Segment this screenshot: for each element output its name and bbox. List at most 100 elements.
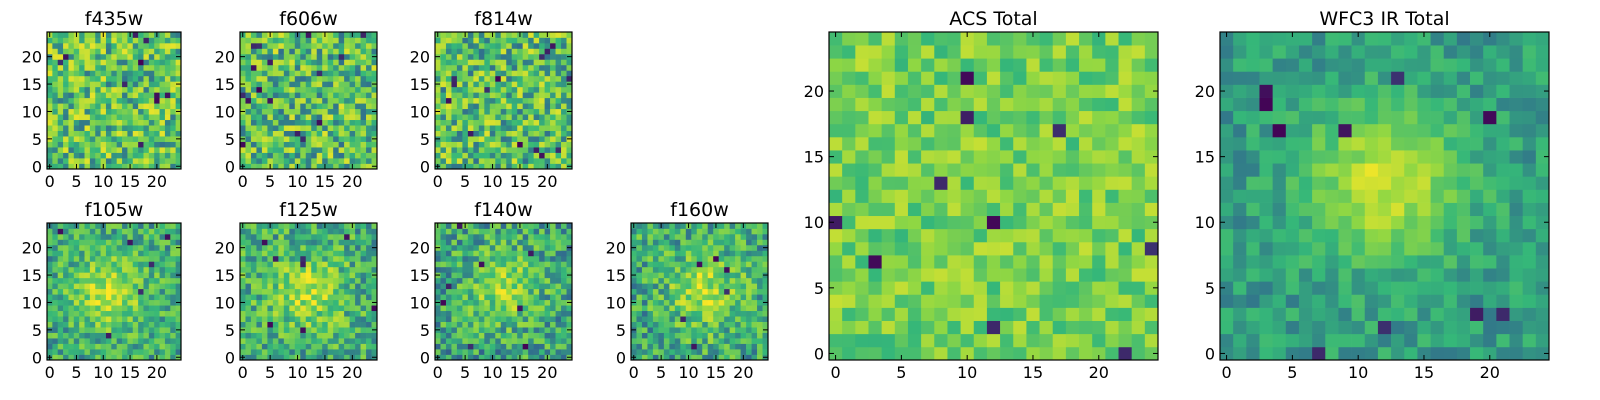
heatmap-cell xyxy=(333,223,339,229)
heatmap-cell xyxy=(272,64,279,71)
heatmap-cell xyxy=(506,81,513,88)
heatmap-cell xyxy=(1065,255,1080,269)
heatmap-cell xyxy=(305,32,312,38)
heatmap-cell xyxy=(333,288,339,295)
heatmap-cell xyxy=(366,86,372,93)
heatmap-cell xyxy=(641,332,648,339)
heatmap-cell xyxy=(63,64,69,71)
heatmap-cell xyxy=(100,327,107,333)
heatmap-cell xyxy=(316,163,323,170)
heatmap-cell xyxy=(278,250,285,257)
heatmap-cell xyxy=(68,338,75,344)
heatmap-cell xyxy=(322,332,329,339)
heatmap-cell xyxy=(267,321,274,328)
heatmap-cell xyxy=(272,130,279,137)
heatmap-cell xyxy=(456,103,463,110)
heatmap-cell xyxy=(73,321,80,328)
heatmap-cell xyxy=(555,261,562,268)
heatmap-cell xyxy=(159,272,166,279)
heatmap-cell xyxy=(289,48,296,55)
heatmap-cell xyxy=(294,332,301,339)
heatmap-cell xyxy=(533,327,540,333)
heatmap-cell xyxy=(322,321,329,328)
heatmap-cell xyxy=(484,53,491,60)
heatmap-cell xyxy=(762,305,769,312)
heatmap-cell xyxy=(175,64,182,71)
heatmap-cell xyxy=(729,277,736,284)
heatmap-cell xyxy=(555,86,562,93)
heatmap-cell xyxy=(73,37,80,44)
heatmap-cell xyxy=(100,136,107,142)
heatmap-cell xyxy=(148,327,155,333)
heatmap-cell xyxy=(164,316,171,322)
heatmap-cell xyxy=(366,233,372,240)
heatmap-cell xyxy=(696,223,703,229)
heatmap-cell xyxy=(116,70,123,77)
heatmap-cell xyxy=(311,59,318,66)
heatmap-cell xyxy=(349,37,356,44)
heatmap-cell xyxy=(506,354,513,361)
heatmap-cell xyxy=(267,283,274,290)
heatmap-cell xyxy=(122,108,128,115)
heatmap-cell xyxy=(138,97,144,104)
heatmap-cell xyxy=(305,354,312,361)
heatmap-cell xyxy=(680,250,687,257)
heatmap-cell xyxy=(868,176,882,190)
heatmap-cell xyxy=(360,97,367,104)
heatmap-cell xyxy=(528,136,534,142)
heatmap-cell xyxy=(111,261,118,268)
heatmap-cell xyxy=(143,37,150,44)
heatmap-cell xyxy=(105,223,112,229)
heatmap-cell xyxy=(333,332,339,339)
heatmap-cell xyxy=(105,349,112,355)
heatmap-cell xyxy=(522,42,529,49)
heatmap-cell xyxy=(57,244,64,251)
heatmap-cell xyxy=(175,250,182,257)
heatmap-cell xyxy=(122,64,128,71)
heatmap-cell xyxy=(702,261,709,268)
heatmap-cell xyxy=(740,239,747,246)
heatmap-cell xyxy=(1026,268,1040,282)
heatmap-cell xyxy=(561,59,567,66)
heatmap-cell xyxy=(528,316,534,322)
heatmap-cell xyxy=(95,125,101,131)
heatmap-cell xyxy=(539,152,545,159)
heatmap-cell xyxy=(322,147,329,153)
heatmap-cell xyxy=(170,92,176,99)
heatmap-cell xyxy=(338,48,345,55)
heatmap-cell xyxy=(89,119,96,126)
heatmap-cell xyxy=(511,349,518,355)
heatmap-cell xyxy=(435,70,441,77)
heatmap-cell xyxy=(973,176,988,190)
heatmap-cell xyxy=(652,228,659,235)
heatmap-cell xyxy=(148,299,155,306)
heatmap-cell xyxy=(500,97,507,104)
heatmap-cell xyxy=(451,114,458,121)
heatmap-cell xyxy=(105,239,112,246)
heatmap-cell xyxy=(289,163,296,170)
heatmap-cell xyxy=(467,108,474,115)
heatmap-cell xyxy=(713,250,720,257)
heatmap-cell xyxy=(148,125,155,131)
heatmap-cell xyxy=(986,215,1001,230)
heatmap-cell xyxy=(746,316,752,322)
heatmap-cell xyxy=(473,283,480,290)
heatmap-cell xyxy=(111,338,118,344)
heatmap-cell xyxy=(440,37,447,44)
heatmap-cell xyxy=(751,305,758,312)
heatmap-cell xyxy=(735,244,741,251)
heatmap-cell xyxy=(170,103,176,110)
heatmap-cell xyxy=(724,321,730,328)
heatmap-cell xyxy=(170,244,176,251)
heatmap-cell xyxy=(294,37,301,44)
heatmap-cell xyxy=(316,288,323,295)
heatmap-cell xyxy=(360,114,367,121)
heatmap-cell xyxy=(735,250,741,257)
heatmap-cell xyxy=(495,343,502,350)
heatmap-cell xyxy=(278,70,285,77)
heatmap-cell xyxy=(143,86,150,93)
heatmap-cell xyxy=(691,255,698,262)
heatmap-cell xyxy=(89,327,96,333)
heatmap-cell xyxy=(473,294,480,301)
heatmap-cell xyxy=(100,59,107,66)
